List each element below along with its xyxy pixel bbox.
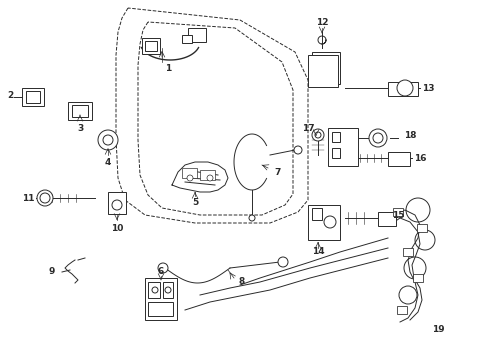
Text: 1: 1	[164, 63, 171, 72]
Text: 7: 7	[274, 167, 281, 176]
Text: 4: 4	[104, 158, 111, 166]
Circle shape	[112, 200, 122, 210]
Text: 2: 2	[7, 90, 13, 99]
Text: 16: 16	[413, 153, 426, 162]
Circle shape	[372, 133, 382, 143]
Circle shape	[103, 135, 113, 145]
Bar	[68, 102, 92, 120]
Bar	[307, 205, 339, 240]
Text: 14: 14	[311, 248, 324, 256]
Circle shape	[368, 129, 386, 147]
Bar	[142, 38, 160, 54]
Bar	[311, 208, 321, 220]
Circle shape	[37, 190, 53, 206]
Bar	[311, 52, 339, 84]
Circle shape	[186, 175, 193, 181]
Text: 15: 15	[391, 211, 404, 220]
Text: 3: 3	[77, 123, 83, 132]
Circle shape	[293, 146, 302, 154]
Bar	[327, 128, 357, 166]
Bar	[396, 306, 406, 314]
Circle shape	[396, 80, 412, 96]
Bar	[163, 282, 173, 298]
Circle shape	[314, 132, 320, 138]
Bar	[331, 132, 339, 142]
Bar	[331, 148, 339, 158]
Bar	[392, 208, 402, 216]
Bar	[182, 35, 192, 43]
Circle shape	[248, 215, 254, 221]
Bar	[377, 212, 395, 226]
Text: 13: 13	[421, 84, 433, 93]
Text: 11: 11	[21, 194, 34, 202]
Text: 5: 5	[191, 198, 198, 207]
Text: 19: 19	[431, 325, 444, 334]
Circle shape	[278, 257, 287, 267]
Text: 12: 12	[315, 18, 327, 27]
Bar	[307, 55, 337, 87]
Bar	[26, 91, 40, 103]
Bar	[412, 274, 422, 282]
Circle shape	[158, 263, 168, 273]
Bar	[387, 152, 409, 166]
Bar	[182, 168, 197, 178]
Circle shape	[311, 129, 324, 141]
Circle shape	[324, 216, 335, 228]
Bar	[108, 192, 126, 214]
Bar	[187, 28, 205, 42]
Circle shape	[206, 175, 213, 181]
Text: 17: 17	[301, 123, 314, 132]
Bar	[315, 55, 324, 65]
Bar	[22, 88, 44, 106]
Circle shape	[164, 287, 171, 293]
Bar	[72, 105, 88, 117]
Bar	[148, 282, 160, 298]
Bar	[145, 41, 157, 51]
Bar	[145, 278, 177, 320]
Circle shape	[98, 130, 118, 150]
Circle shape	[152, 287, 158, 293]
Text: 6: 6	[158, 267, 164, 276]
Text: 8: 8	[238, 278, 244, 287]
Circle shape	[325, 57, 334, 67]
Text: 18: 18	[403, 131, 415, 140]
Circle shape	[40, 193, 50, 203]
Bar	[148, 302, 173, 316]
Bar	[315, 68, 324, 78]
Text: 9: 9	[49, 267, 55, 276]
Bar	[387, 82, 417, 96]
Text: 10: 10	[111, 224, 123, 233]
Bar	[416, 224, 426, 232]
Bar	[402, 248, 412, 256]
Bar	[200, 170, 215, 180]
